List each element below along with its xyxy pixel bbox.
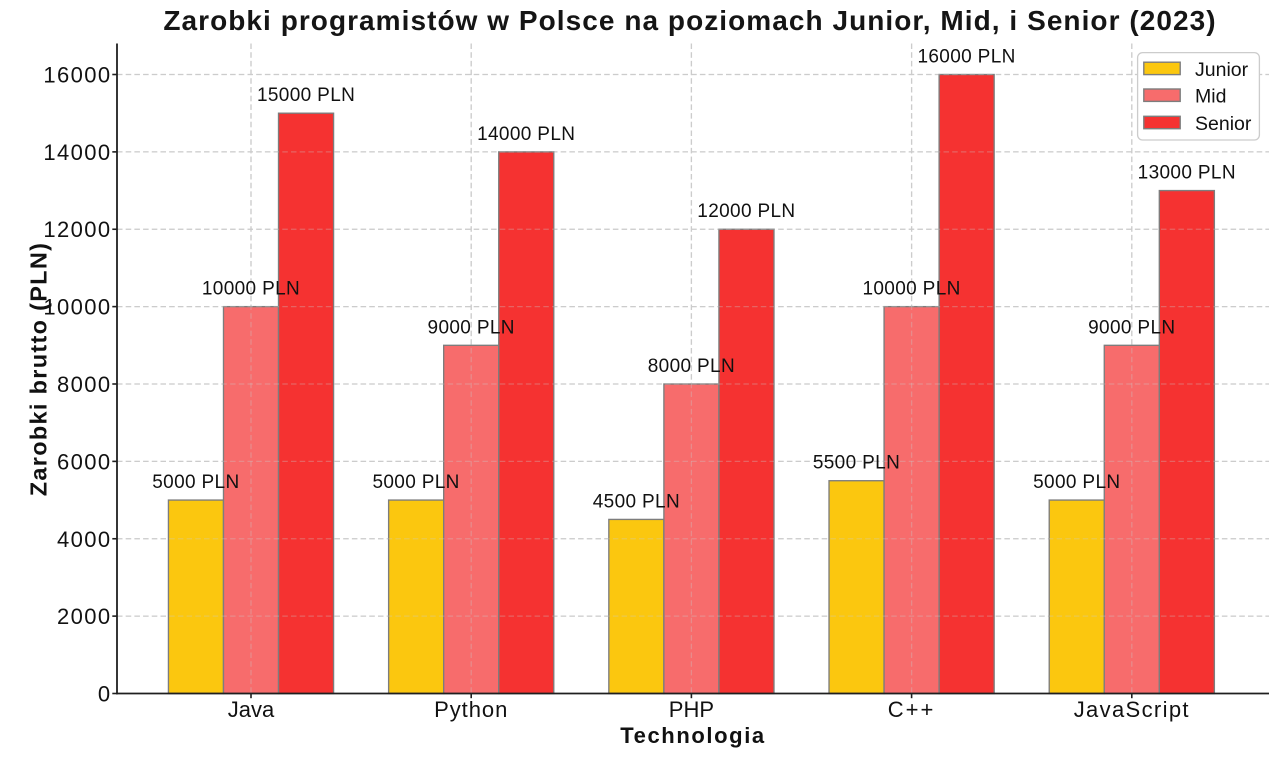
svg-text:12000 PLN: 12000 PLN [697,201,795,222]
svg-text:14000: 14000 [43,140,111,165]
svg-text:13000 PLN: 13000 PLN [1138,163,1236,184]
svg-text:2000: 2000 [57,604,112,629]
svg-text:14000 PLN: 14000 PLN [477,124,575,145]
svg-text:Technologia: Technologia [620,723,766,748]
svg-text:4500 PLN: 4500 PLN [593,491,680,512]
svg-text:15000 PLN: 15000 PLN [257,85,355,106]
svg-text:9000 PLN: 9000 PLN [428,317,515,338]
svg-text:4000: 4000 [57,527,112,552]
svg-text:5000 PLN: 5000 PLN [152,472,239,493]
svg-text:Mid: Mid [1195,86,1226,108]
svg-text:16000 PLN: 16000 PLN [917,47,1015,68]
svg-text:8000: 8000 [57,372,112,397]
svg-text:10000: 10000 [43,295,111,320]
svg-text:Junior: Junior [1195,59,1249,81]
svg-text:16000: 16000 [43,63,111,88]
svg-text:12000: 12000 [43,217,111,242]
svg-text:Java: Java [228,697,275,722]
svg-text:PHP: PHP [669,697,714,722]
svg-text:Python: Python [434,697,508,722]
svg-text:0: 0 [98,682,112,707]
svg-text:8000 PLN: 8000 PLN [648,356,735,377]
svg-text:Zarobki programistów w Polsce: Zarobki programistów w Polsce na pozioma… [163,5,1216,36]
svg-text:JavaScript: JavaScript [1074,697,1190,722]
svg-text:5000 PLN: 5000 PLN [1033,472,1120,493]
svg-text:6000: 6000 [57,449,112,474]
svg-text:5000 PLN: 5000 PLN [372,472,459,493]
svg-text:10000 PLN: 10000 PLN [862,279,960,300]
svg-text:C++: C++ [888,697,936,722]
svg-text:5500 PLN: 5500 PLN [813,453,900,474]
svg-text:9000 PLN: 9000 PLN [1088,317,1175,338]
svg-text:Senior: Senior [1195,113,1252,135]
svg-text:10000 PLN: 10000 PLN [202,279,300,300]
svg-text:Zarobki brutto (PLN): Zarobki brutto (PLN) [26,242,52,496]
